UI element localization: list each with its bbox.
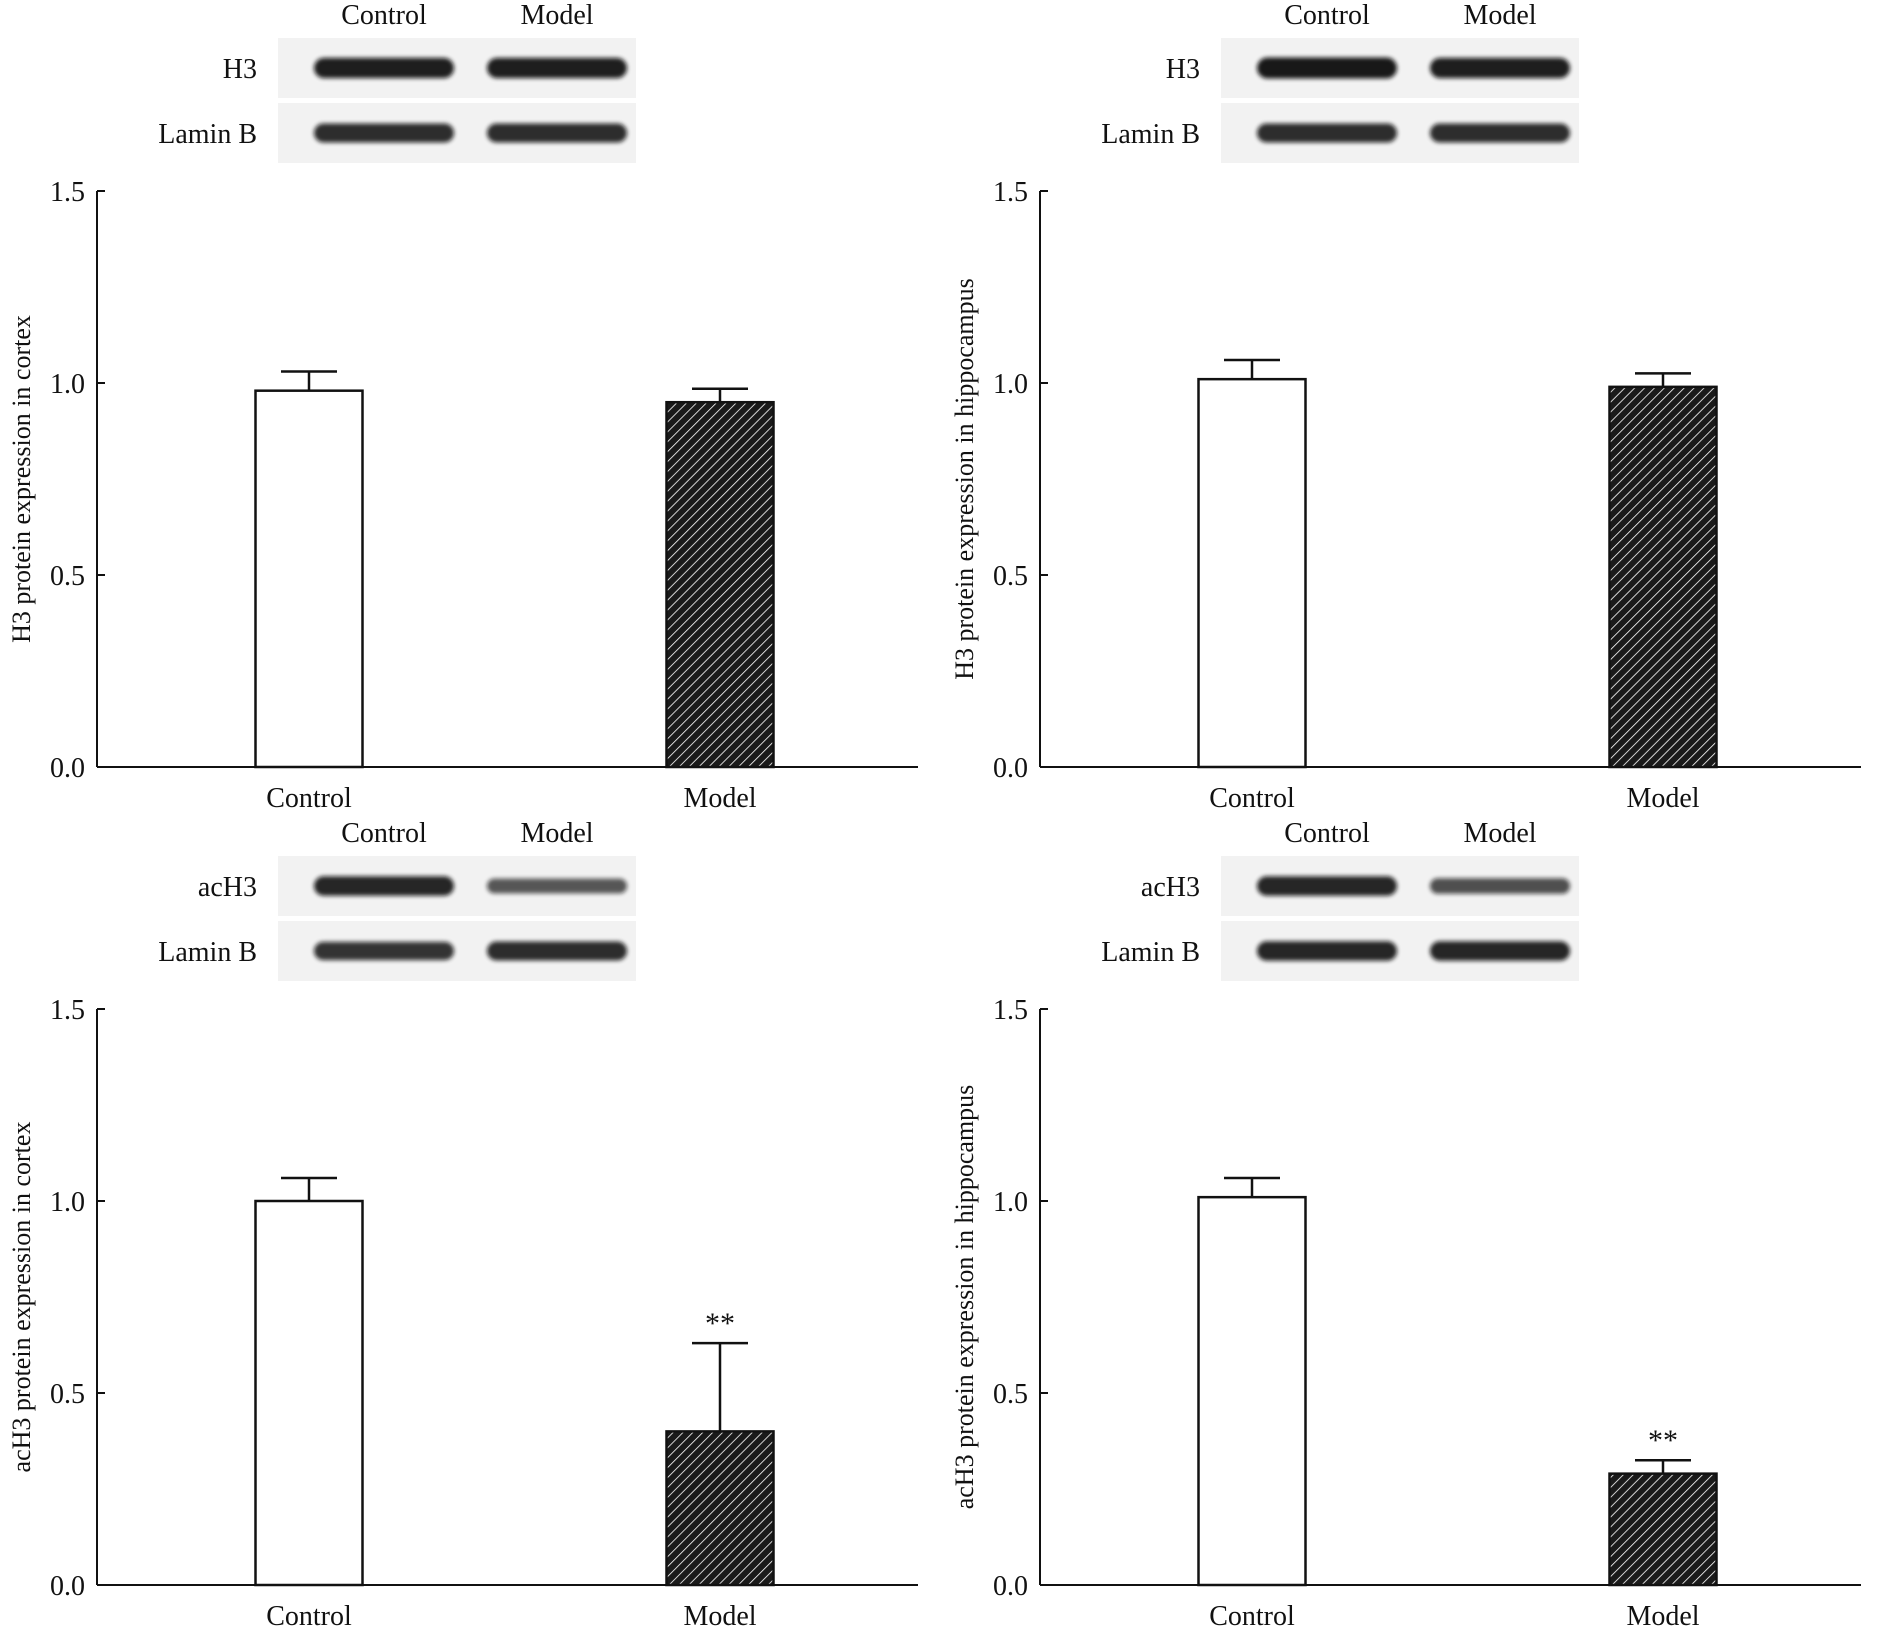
blot-row-label: H3: [223, 54, 257, 85]
blot-band: [1257, 876, 1397, 896]
significance-marker: **: [1648, 1424, 1678, 1457]
bar-model: [665, 1430, 775, 1587]
x-category-label: Model: [683, 1601, 756, 1632]
y-axis-label: acH3 protein expression in cortex: [7, 1122, 36, 1473]
blot-band: [1257, 941, 1397, 961]
blot-band: [314, 123, 454, 143]
blot-band: [487, 941, 627, 961]
blot-row-label: acH3: [1141, 872, 1200, 903]
y-tick-label: 1.0: [50, 369, 85, 400]
chart-h3-cortex: Control Model H3 Lamin B 0.0 0.5 1.0 1.5 H3 prot…: [7, 0, 918, 814]
bar-model: [1608, 385, 1718, 769]
blot-row-label: acH3: [198, 872, 257, 903]
blot-band: [1430, 941, 1570, 961]
chart-ach3-hippocampus: Control Model acH3 Lamin B 0.0 0.5 1.0 1.5 acH3 …: [950, 818, 1861, 1632]
significance-marker: **: [705, 1307, 735, 1340]
x-category-label: Control: [1209, 1601, 1295, 1632]
y-tick-label: 0.5: [50, 1379, 85, 1410]
x-category-label: Model: [683, 783, 756, 814]
y-tick-label: 1.5: [50, 177, 85, 208]
panel-ach3-cortex: Control Model acH3 Lamin B 0.0 0.5 1.0 1.5 acH3 …: [0, 818, 943, 1636]
y-axis-label: H3 protein expression in cortex: [7, 315, 36, 643]
blot-row-label: Lamin B: [158, 119, 257, 150]
bar-control: [1197, 377, 1307, 769]
y-tick-label: 1.0: [993, 1187, 1028, 1218]
chart-h3-hippocampus: Control Model H3 Lamin B 0.0 0.5 1.0 1.5 H3 prot…: [950, 0, 1861, 814]
panel-ach3-hippocampus: Control Model acH3 Lamin B 0.0 0.5 1.0 1.5 acH3 …: [943, 818, 1886, 1636]
y-tick-label: 0.5: [993, 561, 1028, 592]
blot-lane-label: Control: [341, 0, 427, 31]
x-category-label: Model: [1626, 783, 1699, 814]
y-tick-label: 0.0: [993, 753, 1028, 784]
bar-control: [254, 389, 364, 769]
blot-band: [487, 878, 627, 894]
bar-control: [254, 1199, 364, 1587]
blot-band: [1430, 878, 1570, 894]
blot-lane-label: Control: [1284, 0, 1370, 31]
panel-h3-hippocampus: Control Model H3 Lamin B 0.0 0.5 1.0 1.5 H3 prot…: [943, 0, 1886, 818]
blot-band: [314, 57, 454, 79]
y-tick-label: 0.0: [50, 1571, 85, 1602]
blot-row-label: Lamin B: [1101, 119, 1200, 150]
blot-band: [1257, 57, 1397, 79]
x-category-label: Model: [1626, 1601, 1699, 1632]
blot-lane-label: Control: [341, 818, 427, 849]
y-tick-label: 1.5: [993, 177, 1028, 208]
y-tick-label: 1.5: [993, 995, 1028, 1026]
x-category-label: Control: [266, 783, 352, 814]
y-axis-label: H3 protein expression in hippocampus: [950, 278, 979, 680]
y-tick-label: 1.0: [50, 1187, 85, 1218]
blot-lane-label: Control: [1284, 818, 1370, 849]
blot-lane-label: Model: [1463, 0, 1536, 31]
panel-h3-cortex: Control Model H3 Lamin B 0.0 0.5 1.0 1.5 H3 prot…: [0, 0, 943, 818]
blot-band: [1430, 123, 1570, 143]
y-tick-label: 0.0: [50, 753, 85, 784]
blot-band: [314, 941, 454, 961]
blot-band: [1430, 57, 1570, 79]
x-category-label: Control: [266, 1601, 352, 1632]
blot-band: [314, 876, 454, 896]
y-tick-label: 1.5: [50, 995, 85, 1026]
blot-lane-label: Model: [520, 818, 593, 849]
x-category-label: Control: [1209, 783, 1295, 814]
chart-ach3-cortex: Control Model acH3 Lamin B 0.0 0.5 1.0 1.5 acH3 …: [7, 818, 918, 1632]
y-tick-label: 1.0: [993, 369, 1028, 400]
blot-band: [487, 123, 627, 143]
blot-lane-label: Model: [520, 0, 593, 31]
bar-model: [1608, 1472, 1718, 1587]
blot-band: [1257, 123, 1397, 143]
blot-row-label: Lamin B: [1101, 937, 1200, 968]
bar-control: [1197, 1195, 1307, 1587]
blot-row-label: Lamin B: [158, 937, 257, 968]
bar-model: [665, 400, 775, 769]
y-tick-label: 0.0: [993, 1571, 1028, 1602]
y-tick-label: 0.5: [993, 1379, 1028, 1410]
blot-row-label: H3: [1166, 54, 1200, 85]
y-axis-label: acH3 protein expression in hippocampus: [950, 1085, 979, 1510]
blot-band: [487, 57, 627, 79]
blot-lane-label: Model: [1463, 818, 1536, 849]
y-tick-label: 0.5: [50, 561, 85, 592]
